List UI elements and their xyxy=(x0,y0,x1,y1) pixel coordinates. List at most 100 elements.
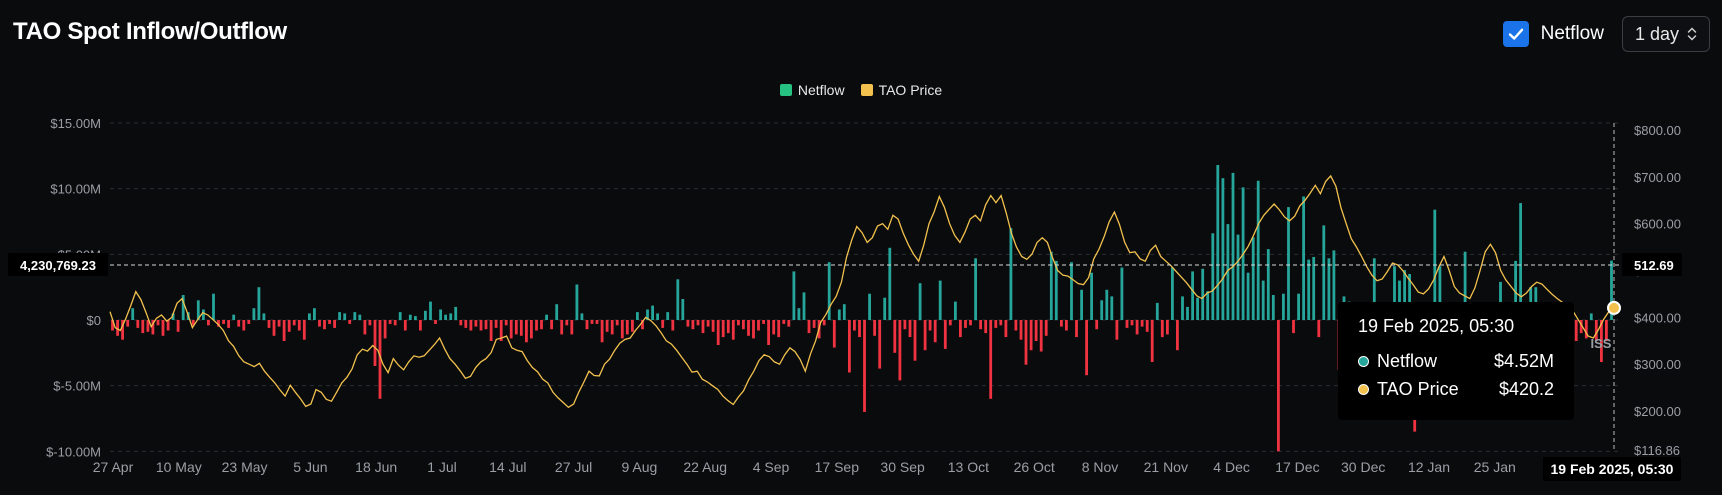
netflow-bar xyxy=(454,306,458,320)
right-axis-tick-label: $800.00 xyxy=(1634,123,1681,138)
netflow-bar xyxy=(625,320,629,335)
netflow-bar xyxy=(474,320,478,327)
interval-select[interactable]: 1 day xyxy=(1621,16,1710,52)
netflow-bar xyxy=(681,299,685,320)
netflow-bar xyxy=(277,320,281,327)
x-axis-tick-label: 18 Jun xyxy=(355,459,397,475)
overlay-label: ISS xyxy=(1591,336,1612,351)
netflow-bar xyxy=(222,320,225,324)
netflow-bar xyxy=(333,320,336,328)
netflow-bar xyxy=(1085,320,1088,376)
netflow-bar xyxy=(1196,297,1199,320)
x-axis-tick-label: 13 Oct xyxy=(948,459,989,475)
right-axis-tick-label: $300.00 xyxy=(1634,357,1681,372)
netflow-bar xyxy=(1120,267,1124,320)
netflow-bar xyxy=(131,308,135,320)
netflow-bar xyxy=(848,320,851,373)
netflow-bar xyxy=(1256,180,1260,320)
netflow-bar xyxy=(464,320,468,328)
netflow-bar xyxy=(499,320,503,341)
right-axis-tick-label: $400.00 xyxy=(1634,310,1681,325)
netflow-bar xyxy=(1100,300,1104,320)
legend-swatch-tao-price xyxy=(860,84,873,96)
netflow-bar xyxy=(651,305,654,320)
crosshair-left-label-bg xyxy=(8,253,108,276)
netflow-bar xyxy=(368,320,372,326)
netflow-bar xyxy=(782,320,786,324)
netflow-bar xyxy=(767,320,770,345)
header-controls: Netflow 1 day xyxy=(1502,16,1710,52)
netflow-bar xyxy=(1150,320,1154,362)
netflow-bar xyxy=(363,320,367,335)
netflow-bar xyxy=(1039,320,1043,352)
netflow-bar xyxy=(1463,251,1467,320)
netflow-bar xyxy=(1014,320,1018,331)
netflow-bar xyxy=(207,320,210,326)
legend-item-netflow[interactable]: Netflow xyxy=(779,82,845,98)
netflow-bar xyxy=(747,320,750,336)
netflow-bar xyxy=(146,320,150,332)
chart-tooltip: 19 Feb 2025, 05:30 Netflow $4.52M TAO Pr… xyxy=(1338,302,1574,420)
netflow-bar xyxy=(161,320,165,336)
netflow-bar xyxy=(580,313,584,320)
tooltip-label-netflow: Netflow xyxy=(1377,351,1438,371)
right-axis-tick-label: $600.00 xyxy=(1634,217,1681,232)
netflow-bar xyxy=(585,320,589,330)
x-axis-tick-label: 30 Dec xyxy=(1341,459,1385,475)
legend-label-netflow: Netflow xyxy=(797,82,845,98)
legend-label-tao-price: TAO Price xyxy=(878,82,943,98)
netflow-bar xyxy=(1105,289,1109,320)
netflow-checkbox[interactable] xyxy=(1502,21,1529,47)
netflow-bar xyxy=(600,320,604,343)
netflow-bar xyxy=(479,320,483,331)
netflow-bar xyxy=(933,320,937,343)
netflow-bar xyxy=(1176,320,1179,351)
netflow-bar xyxy=(292,320,296,326)
netflow-bar xyxy=(1322,225,1326,320)
netflow-bar xyxy=(348,320,352,324)
netflow-bar xyxy=(242,320,246,331)
tooltip-label-tao-price: TAO Price xyxy=(1377,379,1459,399)
netflow-bar xyxy=(267,320,271,328)
netflow-bar xyxy=(802,292,806,320)
netflow-bar xyxy=(827,262,831,320)
netflow-bar xyxy=(631,320,634,332)
netflow-toggle[interactable]: Netflow xyxy=(1502,21,1604,47)
netflow-bar xyxy=(176,320,180,332)
netflow-bar xyxy=(469,320,473,331)
left-axis-tick-label: $0 xyxy=(87,313,101,328)
chevron-up-down-icon xyxy=(1687,26,1697,42)
crosshair-right-label-bg xyxy=(1622,253,1682,276)
netflow-bar xyxy=(1191,271,1194,320)
left-axis-tick-label: $10.00M xyxy=(50,182,101,197)
netflow-bar xyxy=(777,320,781,338)
netflow-bar xyxy=(535,320,538,331)
netflow-bar xyxy=(403,320,407,331)
x-axis-tick-label: 17 Sep xyxy=(815,459,860,475)
netflow-bar xyxy=(297,320,301,331)
netflow-bar xyxy=(878,320,882,369)
netflow-bar xyxy=(494,320,498,328)
netflow-bar xyxy=(338,312,341,320)
netflow-bar xyxy=(903,320,907,330)
legend-item-tao-price[interactable]: TAO Price xyxy=(860,82,943,98)
netflow-bar xyxy=(1226,224,1230,320)
netflow-bar xyxy=(414,316,417,320)
netflow-bar xyxy=(636,312,639,320)
netflow-bar xyxy=(408,314,412,320)
netflow-bar xyxy=(1579,320,1583,334)
netflow-bar xyxy=(247,320,251,324)
netflow-bar xyxy=(323,320,326,330)
netflow-bar xyxy=(1327,258,1331,320)
x-axis-tick-label: 21 Nov xyxy=(1144,459,1188,475)
netflow-checkbox-label: Netflow xyxy=(1540,23,1604,44)
netflow-bar xyxy=(459,320,463,326)
netflow-bar xyxy=(191,320,195,326)
netflow-bar xyxy=(1519,203,1522,320)
price-hover-marker xyxy=(1607,300,1621,315)
netflow-bar xyxy=(656,313,659,320)
x-axis-tick-label: 14 Jul xyxy=(489,459,526,475)
netflow-bar xyxy=(1584,320,1588,339)
netflow-bar xyxy=(1282,293,1285,320)
